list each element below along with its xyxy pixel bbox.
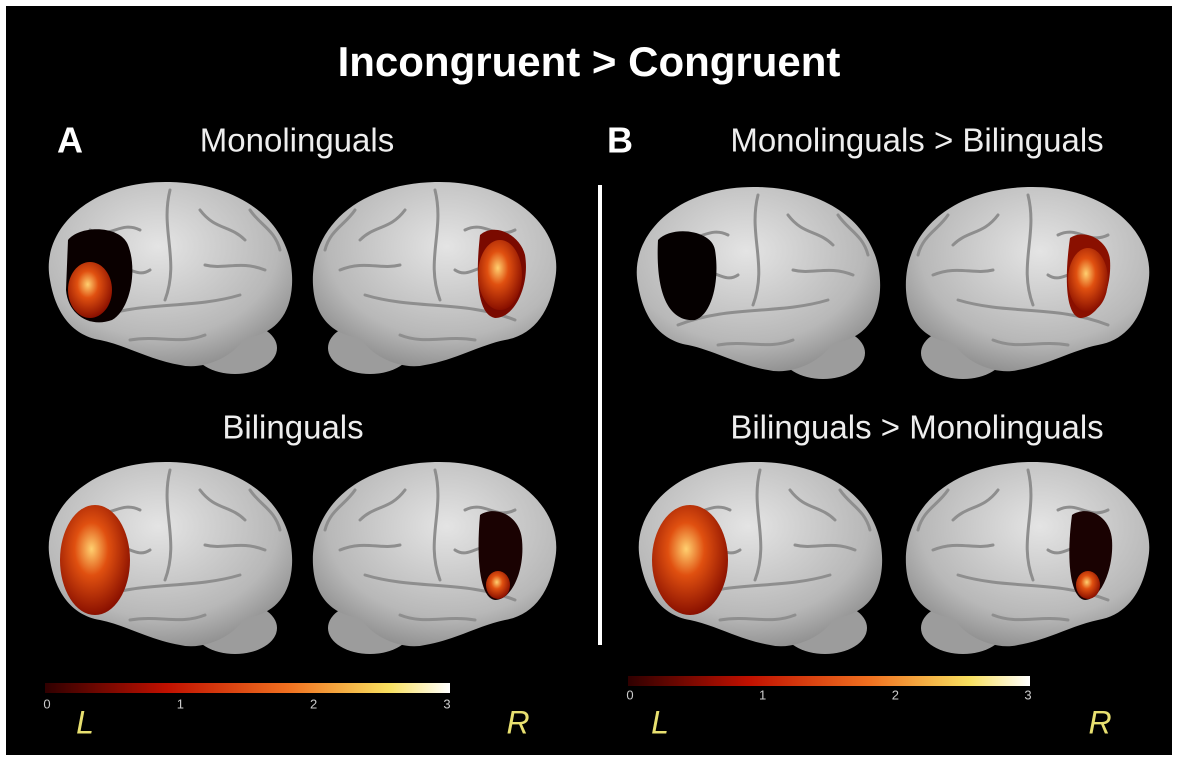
colorbar-tick-label: 0 (626, 687, 633, 702)
colorbar (45, 683, 450, 693)
hemisphere-label: L (76, 704, 94, 740)
colorbar-tick-label: 3 (1024, 687, 1031, 702)
hemisphere-label: R (1088, 704, 1111, 740)
colorbar-tick-label: 1 (177, 696, 184, 711)
activations (60, 229, 1113, 615)
colorbar (628, 676, 1030, 686)
colorbar-tick-label: 0 (43, 696, 50, 711)
panel-subtitle: Bilinguals > Monolinguals (730, 409, 1103, 446)
colorbar-tick-label: 2 (310, 696, 317, 711)
panel-subtitle: Monolinguals > Bilinguals (730, 122, 1103, 159)
figure-title: Incongruent > Congruent (338, 38, 841, 85)
colorbar-tick-label: 3 (443, 696, 450, 711)
hemisphere-label: R (506, 704, 529, 740)
panel-subtitle: Monolinguals (200, 122, 394, 159)
panel-subtitle: Bilinguals (222, 409, 363, 446)
hemisphere-label: L (651, 704, 669, 740)
panel-label: A (57, 120, 83, 161)
colorbar-tick-label: 2 (892, 687, 899, 702)
panel-label: B (607, 120, 633, 161)
colorbar-tick-label: 1 (759, 687, 766, 702)
